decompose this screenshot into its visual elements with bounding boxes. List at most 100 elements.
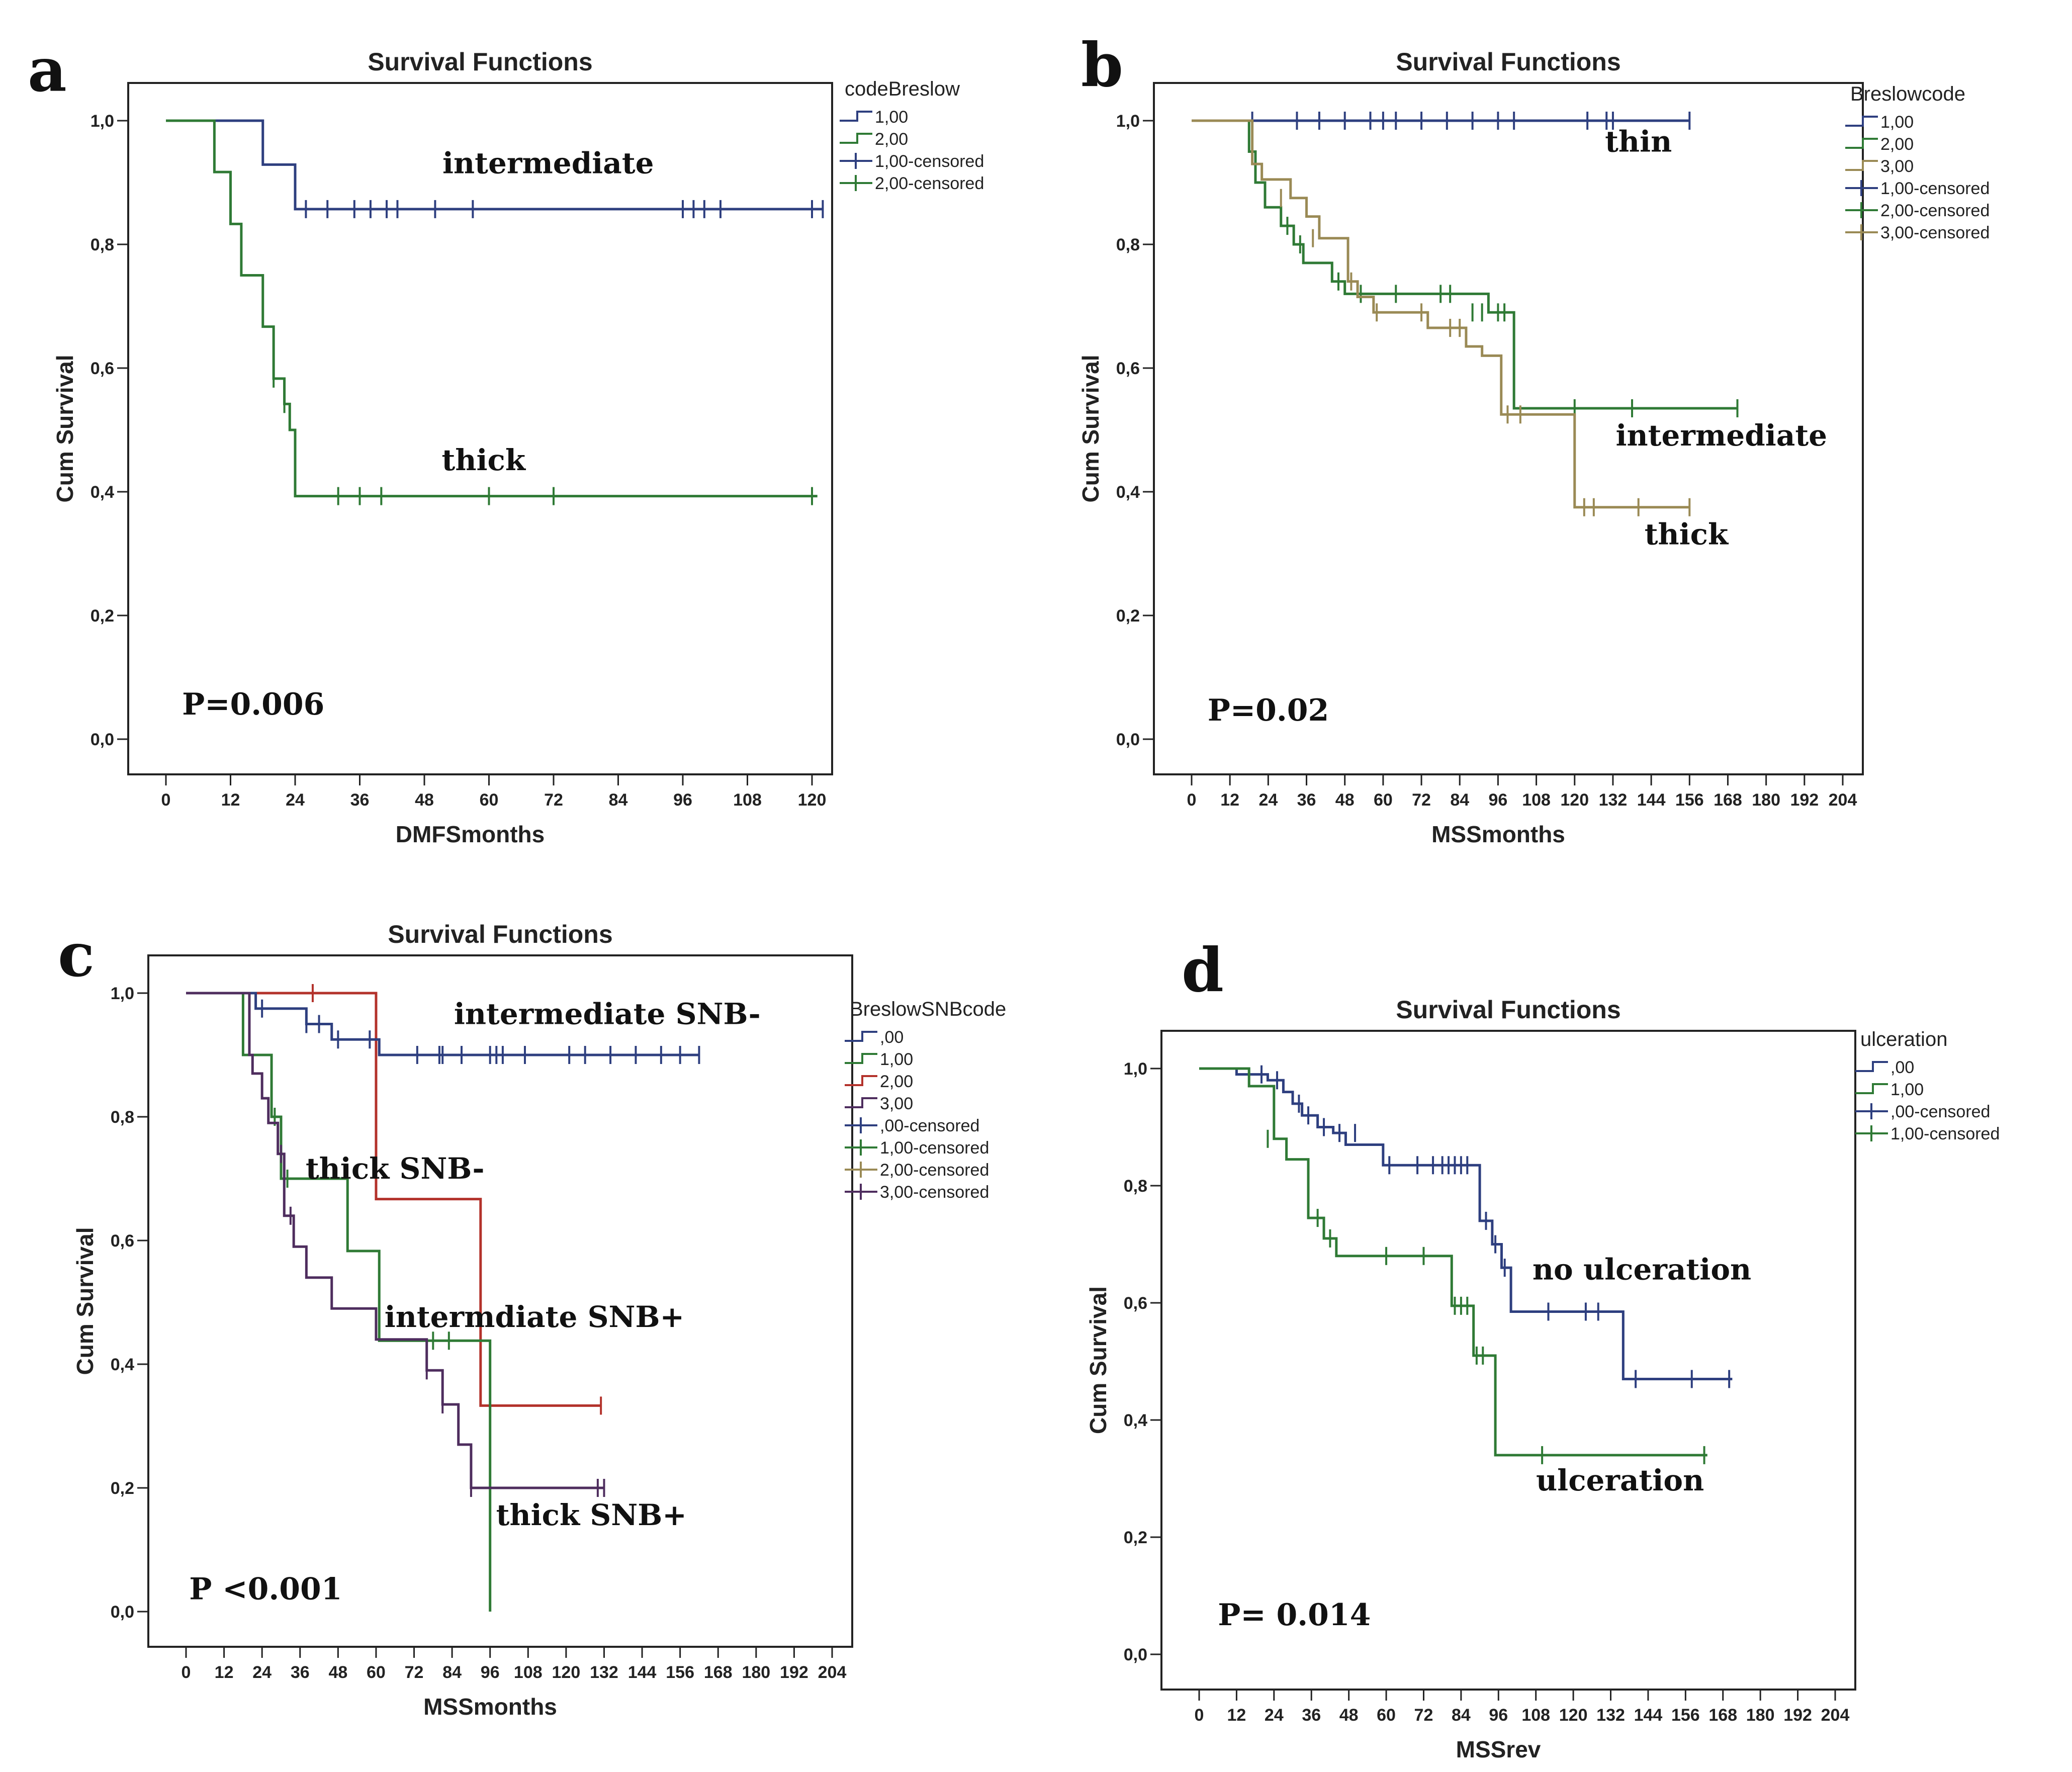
panel-d: d Survival Functions 0,0 0,2 0,4 0,6 0,8 1,0 0 1…	[1046, 915, 2061, 1760]
x-tick-label: 192	[1783, 1706, 1812, 1725]
legend-label: 2,00-censored	[1880, 201, 1990, 220]
y-tick-label: 1,0	[1116, 112, 1140, 131]
survival-curve-0	[1199, 1067, 1733, 1380]
x-tick-label: 0	[1187, 790, 1197, 810]
x-tick-label: 12	[1220, 790, 1239, 810]
x-tick-label: 120	[798, 790, 827, 810]
curve-annotation: thick SNB+	[496, 1498, 687, 1532]
y-tick-label: 0,2	[1116, 606, 1140, 626]
legend-label: 1,00	[875, 108, 908, 127]
y-tick-label: 0,2	[91, 606, 114, 626]
legend-label: 2,00	[875, 130, 908, 149]
x-tick-label: 168	[704, 1663, 733, 1682]
legend-label: 1,00-censored	[1880, 179, 1990, 198]
curve-annotation: ulceration	[1536, 1463, 1704, 1497]
x-tick-label: 0	[161, 790, 171, 810]
x-tick-label: 120	[552, 1663, 581, 1682]
curve-annotation: intermediate	[1615, 418, 1827, 453]
y-tick-label: 0,8	[111, 1108, 134, 1127]
x-tick-label: 84	[609, 790, 628, 810]
curve-annotation: thick	[442, 443, 526, 477]
curve-annotation: thin	[1605, 125, 1672, 159]
x-tick-label: 144	[1637, 790, 1666, 810]
legend-swatch-step	[845, 1097, 877, 1108]
y-tick-label: 0,0	[91, 730, 114, 749]
plot-frame	[127, 82, 833, 775]
legend-label: 2,00	[1880, 135, 1914, 154]
survival-curve-0	[186, 992, 601, 1407]
p-value: P= 0.014	[1218, 1598, 1371, 1633]
legend-swatch-step	[840, 133, 872, 144]
legend-label: 3,00	[1880, 157, 1914, 176]
legend-swatch-step	[1855, 1061, 1888, 1072]
y-tick-label: 0,4	[91, 483, 114, 502]
plot-frame	[1160, 1030, 1856, 1691]
curve-annotation: intermediate SNB-	[454, 997, 761, 1031]
legend-title: ulceration	[1860, 1028, 1947, 1050]
legend-label: 3,00-censored	[1880, 223, 1990, 242]
x-axis-label: MSSmonths	[423, 1694, 557, 1720]
x-tick-label: 156	[666, 1663, 694, 1682]
x-tick-label: 168	[1714, 790, 1742, 810]
curve-annotation: thick SNB-	[306, 1151, 485, 1186]
x-tick-label: 96	[1489, 1706, 1508, 1725]
x-tick-label: 132	[1596, 1706, 1625, 1725]
y-tick-label: 0,6	[91, 359, 114, 378]
x-tick-label: 108	[1521, 1706, 1550, 1725]
x-tick-label: 108	[733, 790, 762, 810]
x-tick-label: 156	[1671, 1706, 1700, 1725]
x-tick-label: 0	[182, 1663, 191, 1682]
x-tick-label: 72	[405, 1663, 424, 1682]
y-tick-label: 0,2	[1124, 1528, 1147, 1547]
legend-label: 3,00	[880, 1094, 913, 1113]
x-tick-label: 12	[221, 790, 240, 810]
y-tick-label: 0,2	[111, 1479, 134, 1498]
y-tick-label: 0,6	[1116, 359, 1140, 378]
x-tick-label: 48	[415, 790, 434, 810]
x-tick-label: 36	[350, 790, 370, 810]
x-tick-label: 180	[1746, 1706, 1775, 1725]
x-tick-label: 180	[1752, 790, 1780, 810]
curve-annotation: no ulceration	[1533, 1252, 1751, 1286]
panel-label-b: b	[1081, 30, 1123, 101]
legend-label: 1,00-censored	[880, 1138, 989, 1158]
plot-frame	[147, 954, 853, 1648]
legend-label: ,00	[1890, 1058, 1914, 1077]
y-tick-label: 1,0	[91, 112, 114, 131]
chart-title: Survival Functions	[388, 920, 612, 948]
y-tick-label: 0,0	[1116, 730, 1140, 749]
x-tick-label: 60	[480, 790, 499, 810]
x-tick-label: 48	[1339, 1706, 1359, 1725]
x-tick-label: 84	[1450, 790, 1469, 810]
legend-label: 1,00-censored	[875, 152, 984, 171]
legend-swatch-step	[845, 1075, 877, 1086]
x-tick-label: 12	[215, 1663, 234, 1682]
y-tick-label: 0,6	[111, 1231, 134, 1251]
panel-a: a Survival Functions 0,0 0,2 0,4 0,6 0,8 1,0 0 1…	[20, 35, 1026, 870]
chart-title: Survival Functions	[1396, 996, 1620, 1024]
x-tick-label: 24	[1265, 1706, 1284, 1725]
y-tick-label: 0,4	[1116, 483, 1140, 502]
panel-label-d: d	[1182, 935, 1224, 1006]
legend-label: 1,00	[1880, 113, 1914, 132]
x-tick-label: 12	[1227, 1706, 1246, 1725]
curve-annotation: thick	[1645, 517, 1729, 552]
y-axis-label: Cum Survival	[1077, 355, 1104, 503]
y-tick-label: 0,0	[111, 1603, 134, 1622]
x-tick-label: 72	[544, 790, 563, 810]
x-tick-label: 36	[291, 1663, 310, 1682]
plot-frame	[1153, 82, 1864, 775]
chart-title: Survival Functions	[1396, 48, 1620, 76]
legend-label: 1,00	[1890, 1080, 1924, 1099]
legend-swatch-step	[1845, 116, 1878, 127]
x-axis-label: MSSrev	[1456, 1736, 1541, 1760]
x-tick-label: 24	[1258, 790, 1278, 810]
legend-swatch-step	[840, 111, 872, 122]
panel-label-c: c	[58, 920, 95, 991]
x-tick-label: 96	[481, 1663, 500, 1682]
legend-label: 2,00-censored	[880, 1161, 989, 1180]
